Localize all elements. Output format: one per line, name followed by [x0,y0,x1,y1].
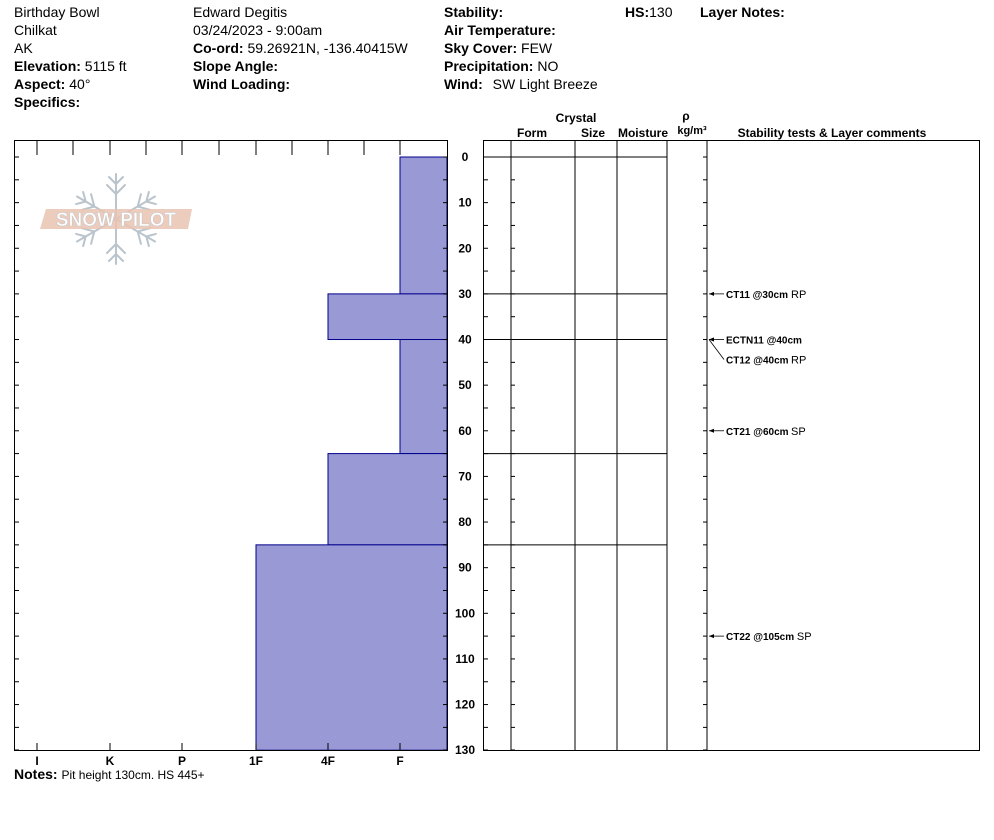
elevation-value: 5115 ft [84,58,127,74]
wind-field: Wind: SW Light Breeze [444,75,598,93]
notes-label: Notes: [14,766,58,782]
hardness-bar [255,544,448,751]
depth-tick-label: 50 [458,378,472,392]
stability-test-label: CT12 @40cm [726,356,789,367]
wind-label: Wind: [444,76,483,92]
coord-field: Co-ord: 59.26921N, -136.40415W [193,39,408,57]
hardness-tick-label: 1F [249,754,263,768]
layer-panel-lines [484,141,708,750]
observation-datetime: 03/24/2023 - 9:00am [193,22,323,38]
observer-name: Edward Degitis [193,4,288,20]
hardness-panel [14,140,448,751]
depth-tick-label: 60 [458,424,472,438]
aspect-value: 40° [69,76,91,92]
depth-tick-label: 80 [458,515,472,529]
elevation-label: Elevation: [14,58,81,74]
hardness-bar [327,453,448,546]
depth-tick-label: 0 [462,150,469,164]
arrow-icon [709,634,714,639]
hs-value: 130 [649,4,673,20]
depth-axis: 0 10 20 30 40 50 60 70 80 90 100 110 120 130 [15,141,707,757]
hardness-tick-label: 4F [321,754,335,768]
stability-test-label: CT11 @30cm [726,290,788,301]
precipitation-value: NO [537,58,559,74]
depth-tick-label: 110 [455,652,475,666]
test-pointer [708,339,725,360]
sky-cover-value: FEW [521,40,553,56]
depth-tick-label: 20 [458,241,472,255]
hs-label: HS: [625,4,650,20]
crystal-header: Crystal [556,111,597,125]
fracture-quality: RP [791,289,806,301]
stability-label: Stability: [444,4,504,20]
precipitation-label: Precipitation: [444,58,534,74]
depth-tick-label: 40 [458,333,472,347]
sky-cover-label: Sky Cover: [444,40,518,56]
fracture-quality: SP [797,631,812,643]
slope-angle-label: Slope Angle: [193,58,279,74]
arrow-icon [709,291,714,296]
stability-header: Stability tests & Layer comments [738,126,927,140]
snowpilot-logo: SNOW PILOT [40,173,192,265]
sky-cover-field: Sky Cover: FEW [444,39,552,57]
elevation-field: Elevation: 5115 ft [14,57,127,75]
layer-notes-label: Layer Notes: [700,4,785,20]
arrow-icon [709,337,714,342]
stability-test-label: CT21 @60cm [726,427,789,438]
hardness-tick-label: P [178,754,186,768]
precipitation-field: Precipitation: NO [444,57,558,75]
fracture-quality: SP [791,426,806,438]
hardness-bar [399,339,448,455]
hardness-tick-label: I [35,754,38,768]
hardness-bar [399,156,448,295]
coord-value: 59.26921N, -136.40415W [247,40,408,56]
depth-tick-label: 120 [455,698,475,712]
air-temperature-label: Air Temperature: [444,22,556,38]
depth-tick-label: 90 [458,561,472,575]
wind-value: SW Light Breeze [492,76,598,92]
location-name: Birthday Bowl [14,4,100,20]
hardness-tick-label: K [106,754,115,768]
depth-tick-label: 100 [455,606,475,620]
stability-test-label: ECTN11 @40cm [726,336,802,347]
density-unit: kg/m³ [677,125,707,137]
coord-label: Co-ord: [193,40,244,56]
state: AK [14,40,33,56]
depth-tick-label: 130 [455,743,475,757]
aspect-label: Aspect: [14,76,66,92]
form-header: Form [517,126,547,140]
arrow-icon [709,428,714,433]
notes-field: Notes: Pit height 130cm. HS 445+ [14,766,205,782]
hardness-bars [255,156,448,751]
moisture-header: Moisture [618,126,668,140]
size-header: Size [581,126,605,140]
aspect-field: Aspect: 40° [14,75,90,93]
notes-text: Pit height 130cm. HS 445+ [61,768,205,782]
depth-tick-label: 30 [458,287,472,301]
wind-loading-label: Wind Loading: [193,76,291,92]
hardness-tick-label: F [396,754,403,768]
hardness-bar [327,293,448,341]
layer-panel [483,140,980,751]
logo-text: SNOW PILOT [56,210,177,231]
density-symbol: ρ [682,109,689,123]
depth-tick-label: 10 [458,196,472,210]
hardness-axis: I K P 1F 4F F [35,743,404,768]
mountain-range: Chilkat [14,22,57,38]
fracture-quality: RP [791,355,806,367]
specifics-label: Specifics: [14,94,81,110]
depth-tick-label: 70 [458,469,472,483]
hs-field: HS:130 [625,3,672,21]
stability-test-label: CT22 @105cm [726,632,794,643]
